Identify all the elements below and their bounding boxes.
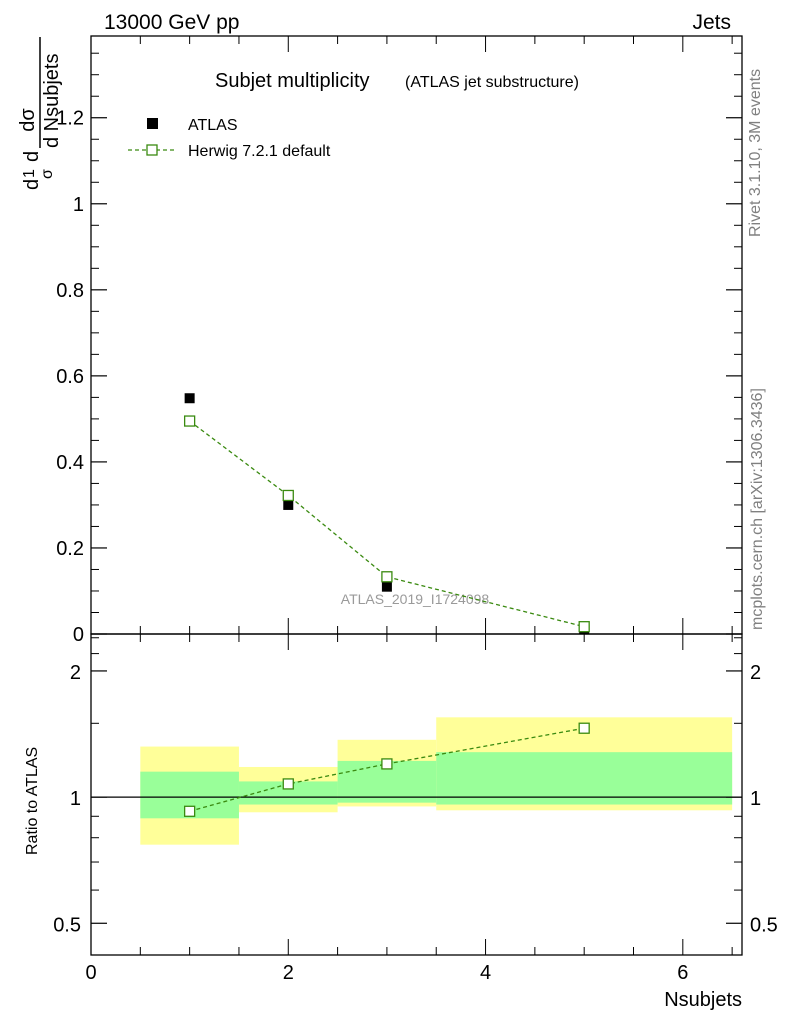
legend: ATLAS Herwig 7.2.1 default	[128, 117, 331, 160]
main-ytick-label: 0	[73, 624, 84, 646]
ratio-herwig-point	[282, 778, 294, 790]
main-ytick-label: 1	[73, 194, 84, 216]
main-ytick-label: 0.6	[56, 366, 84, 388]
ratio-ytick-label: 2	[70, 662, 81, 684]
main-ytick-label: 1.2	[56, 108, 84, 130]
xtick-label: 0	[85, 962, 96, 984]
main-ytick-label: 0.8	[56, 280, 84, 302]
legend-herwig-label: Herwig 7.2.1 default	[188, 143, 331, 160]
ratio-ytick-label: 1	[70, 788, 81, 810]
ratio-band-inner	[238, 781, 338, 805]
ylabel-d1: d	[21, 179, 43, 190]
legend-atlas-marker	[147, 118, 158, 129]
main-title-text: Subjet multiplicity	[215, 70, 370, 92]
ratio-plot: 0.5 0.5 1 1 2 2 0 2 4 6	[53, 633, 778, 984]
ratio-herwig-point	[183, 805, 196, 817]
ratio-ytick-label: 0.5	[53, 914, 81, 936]
main-subtitle-text: (ATLAS jet substructure)	[405, 74, 579, 91]
atlas-point	[283, 499, 294, 510]
ratio-ylabel: Ratio to ATLAS	[24, 747, 41, 855]
ratio-ytick-label-right: 1	[750, 788, 761, 810]
ratio-ytick-label-right: 0.5	[750, 914, 778, 936]
ratio-band-inner	[436, 752, 733, 805]
ratio-herwig-point	[578, 722, 590, 734]
main-ylabel: d 1 σ d dσ d Nsubjets	[17, 37, 63, 190]
xtick-label: 2	[283, 962, 294, 984]
ylabel-dsigma: dσ	[17, 108, 39, 132]
herwig-point	[183, 415, 196, 427]
rivet-label: Rivet 3.1.10, 3M events	[747, 69, 764, 237]
legend-atlas-label: ATLAS	[188, 117, 238, 134]
atlas-point	[381, 581, 392, 592]
xtick-label: 4	[480, 962, 491, 984]
ylabel-one: 1	[21, 169, 38, 178]
xlabel: Nsubjets	[664, 989, 742, 1011]
ratio-frame	[90, 633, 743, 956]
ylabel-sigma: σ	[39, 169, 56, 179]
main-ytick-label: 0.2	[56, 538, 84, 560]
herwig-point	[282, 489, 294, 502]
main-title: Subjet multiplicity (ATLAS jet substruct…	[215, 70, 579, 92]
xtick-label: 6	[677, 962, 688, 984]
herwig-line	[189, 420, 585, 628]
legend-herwig-marker	[146, 144, 158, 156]
herwig-point	[578, 621, 590, 633]
analysis-watermark: ATLAS_2019_I1724098	[341, 591, 490, 607]
mcplots-label: mcplots.cern.ch [arXiv:1306.3436]	[749, 388, 766, 630]
atlas-point	[184, 393, 195, 404]
herwig-point	[381, 571, 393, 583]
header-left: 13000 GeV pp	[104, 11, 239, 34]
ratio-herwig-point	[381, 758, 393, 770]
ylabel-d2: d	[21, 151, 43, 162]
main-plot: 0 0.2 0.4 0.6 0.8 1 1.2	[56, 35, 743, 646]
ylabel-dN: d Nsubjets	[41, 54, 63, 149]
ratio-ytick-label-right: 2	[750, 662, 761, 684]
header-right: Jets	[692, 11, 731, 34]
ratio-herwig-line	[189, 727, 585, 812]
main-ytick-label: 0.4	[56, 452, 84, 474]
